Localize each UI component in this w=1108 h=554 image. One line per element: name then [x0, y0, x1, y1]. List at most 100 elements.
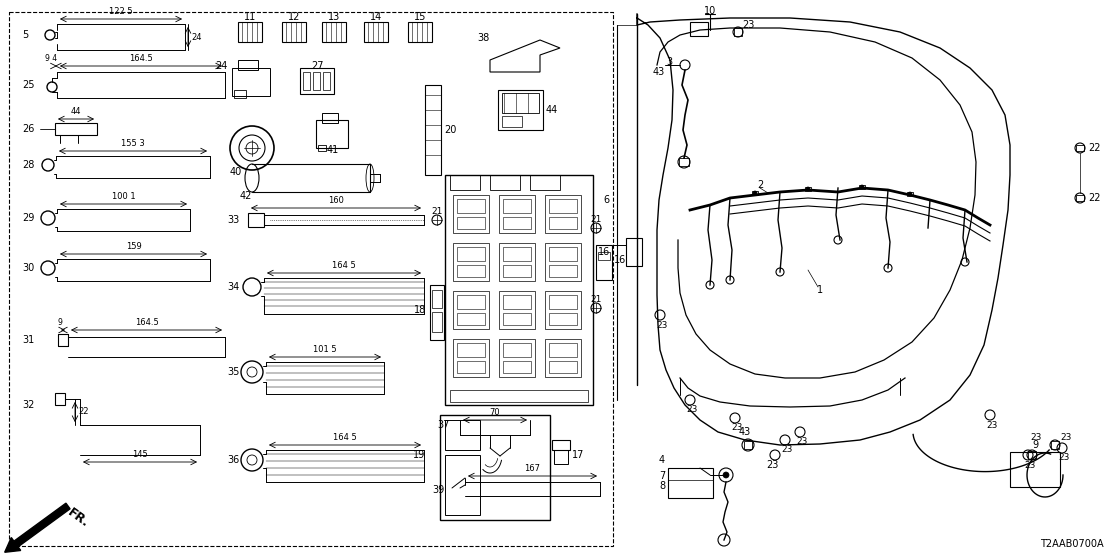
Bar: [425, 85, 441, 175]
Text: 25: 25: [22, 80, 34, 90]
Text: 122 5: 122 5: [110, 7, 133, 16]
Bar: [503, 217, 531, 229]
Bar: [453, 339, 489, 377]
Bar: [432, 312, 442, 332]
Bar: [548, 265, 577, 277]
Circle shape: [806, 187, 810, 191]
Bar: [548, 361, 577, 373]
Text: 23: 23: [1060, 433, 1071, 443]
Bar: [300, 68, 334, 94]
Bar: [626, 238, 642, 266]
Text: 23: 23: [781, 445, 792, 454]
Bar: [499, 339, 535, 377]
Text: 145: 145: [132, 450, 147, 459]
Bar: [503, 247, 531, 261]
Bar: [456, 295, 485, 309]
Text: 164 5: 164 5: [334, 433, 357, 442]
Bar: [545, 291, 581, 329]
FancyArrow shape: [4, 503, 70, 552]
Text: 31: 31: [22, 335, 34, 345]
Bar: [503, 295, 531, 309]
Bar: [440, 415, 550, 520]
Circle shape: [706, 281, 714, 289]
Bar: [548, 217, 577, 229]
Bar: [668, 468, 714, 498]
Text: 15: 15: [413, 12, 427, 22]
Text: 6: 6: [604, 195, 611, 205]
Text: 34: 34: [228, 282, 240, 292]
Text: 17: 17: [572, 450, 584, 460]
Bar: [445, 455, 480, 515]
Text: 30: 30: [22, 263, 34, 273]
Text: 43: 43: [739, 427, 751, 437]
Text: 28: 28: [22, 160, 34, 170]
Bar: [497, 90, 543, 130]
Bar: [456, 217, 485, 229]
Text: 23: 23: [1030, 433, 1042, 443]
Text: 23: 23: [797, 438, 808, 447]
Text: 12: 12: [288, 12, 300, 22]
Text: 19: 19: [413, 450, 425, 460]
Text: 29: 29: [22, 213, 34, 223]
Bar: [322, 113, 338, 123]
Bar: [548, 295, 577, 309]
Text: 23: 23: [1058, 454, 1069, 463]
Text: 20: 20: [444, 125, 456, 135]
Bar: [55, 393, 65, 405]
Circle shape: [724, 472, 729, 478]
Text: 155 3: 155 3: [121, 139, 145, 148]
Bar: [1028, 451, 1036, 459]
Text: 164 5: 164 5: [332, 261, 356, 270]
Bar: [318, 145, 326, 151]
Bar: [503, 313, 531, 325]
Bar: [552, 440, 570, 450]
Bar: [752, 191, 758, 195]
Text: 70: 70: [490, 408, 501, 417]
Bar: [548, 247, 577, 261]
Circle shape: [884, 264, 892, 272]
Text: 23: 23: [986, 420, 997, 429]
Text: 22: 22: [78, 408, 89, 417]
Bar: [445, 420, 480, 450]
Circle shape: [753, 191, 757, 195]
Text: 160: 160: [328, 196, 343, 205]
Circle shape: [961, 258, 970, 266]
Text: 9: 9: [1032, 440, 1038, 450]
Text: 44: 44: [546, 105, 558, 115]
Bar: [408, 22, 432, 42]
Text: 9 4: 9 4: [45, 54, 58, 63]
Bar: [238, 60, 258, 70]
Text: 21: 21: [591, 295, 602, 304]
Bar: [503, 361, 531, 373]
Text: 43: 43: [653, 67, 665, 77]
Text: 23: 23: [742, 20, 755, 30]
Bar: [456, 265, 485, 277]
Text: 36: 36: [228, 455, 240, 465]
Bar: [548, 313, 577, 325]
Text: 24: 24: [216, 61, 228, 71]
Text: 40: 40: [230, 167, 243, 177]
Bar: [598, 252, 611, 260]
Text: 39: 39: [433, 485, 445, 495]
Bar: [554, 450, 568, 464]
Text: 26: 26: [22, 124, 34, 134]
Text: 8: 8: [659, 481, 665, 491]
Bar: [1010, 452, 1060, 487]
Bar: [503, 343, 531, 357]
Bar: [490, 175, 520, 190]
Text: 7: 7: [659, 471, 665, 481]
Bar: [238, 22, 261, 42]
Text: 32: 32: [22, 400, 34, 410]
Bar: [445, 175, 593, 405]
Text: 22: 22: [1088, 193, 1100, 203]
Bar: [312, 72, 320, 90]
Text: 5: 5: [22, 30, 28, 40]
Text: 10: 10: [704, 6, 716, 16]
Bar: [453, 195, 489, 233]
Bar: [1076, 145, 1084, 151]
Text: T2AAB0700A: T2AAB0700A: [1040, 539, 1104, 549]
Bar: [430, 285, 444, 340]
Circle shape: [726, 276, 733, 284]
Bar: [456, 343, 485, 357]
Text: 42: 42: [240, 191, 253, 201]
